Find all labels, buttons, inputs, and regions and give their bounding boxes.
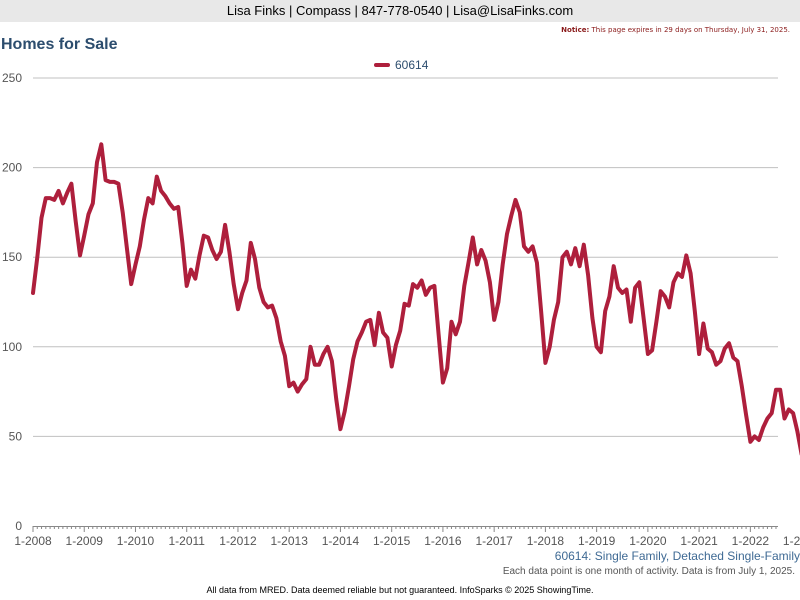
x-tick-label: 1-2021 bbox=[680, 534, 718, 548]
x-tick-label: 1-2020 bbox=[629, 534, 667, 548]
x-tick-label: 1-2015 bbox=[373, 534, 411, 548]
x-tick-label: 1-2019 bbox=[578, 534, 616, 548]
y-tick-label: 150 bbox=[2, 250, 22, 264]
page-title: Homes for Sale bbox=[1, 36, 118, 53]
y-tick-label: 100 bbox=[2, 340, 22, 354]
expiry-notice: Notice: This page expires in 29 days on … bbox=[561, 26, 790, 34]
y-tick-labels: 0 50 100 150 200 250 bbox=[2, 71, 22, 533]
x-tick-label: 1-2017 bbox=[475, 534, 513, 548]
x-tick-label: 1-2023 bbox=[783, 534, 800, 548]
series-line bbox=[31, 142, 800, 456]
legend-swatch bbox=[374, 63, 390, 67]
x-tick-label: 1-2013 bbox=[271, 534, 309, 548]
y-tick-label: 200 bbox=[2, 161, 22, 175]
x-tick-label: 1-2014 bbox=[322, 534, 360, 548]
x-tick-label: 1-2012 bbox=[219, 534, 257, 548]
y-tick-label: 50 bbox=[9, 429, 23, 443]
legend-label: 60614 bbox=[395, 58, 429, 72]
x-tick-label: 1-2009 bbox=[66, 534, 104, 548]
data-note: Each data point is one month of activity… bbox=[502, 566, 795, 577]
notice-label: Notice: bbox=[561, 26, 590, 34]
y-tick-label: 0 bbox=[15, 519, 22, 533]
grid-lines bbox=[33, 77, 778, 437]
line-chart: 0 50 100 150 200 250 1-2008 1-2009 1-2010 1-2011… bbox=[2, 71, 800, 548]
x-tick-label: 1-2022 bbox=[732, 534, 770, 548]
x-tick-label: 1-2008 bbox=[14, 534, 52, 548]
axes bbox=[32, 526, 778, 532]
series-lines bbox=[31, 142, 800, 456]
notice-text: This page expires in 29 days on Thursday… bbox=[591, 26, 791, 34]
x-tick-label: 1-2016 bbox=[424, 534, 462, 548]
x-tick-labels: 1-2008 1-2009 1-2010 1-2011 1-2012 1-2013 1-20… bbox=[14, 534, 800, 548]
footer-disclaimer: All data from MRED. Data deemed reliable… bbox=[206, 585, 594, 595]
x-tick-label: 1-2010 bbox=[117, 534, 155, 548]
legend[interactable]: 60614 bbox=[374, 58, 428, 72]
y-tick-label: 250 bbox=[2, 71, 22, 85]
x-tick-label: 1-2018 bbox=[527, 534, 565, 548]
contact-banner: Lisa Finks | Compass | 847-778-0540 | Li… bbox=[0, 0, 800, 22]
series-caption: 60614: Single Family, Detached Single-Fa… bbox=[554, 549, 800, 563]
x-tick-label: 1-2011 bbox=[168, 534, 205, 548]
